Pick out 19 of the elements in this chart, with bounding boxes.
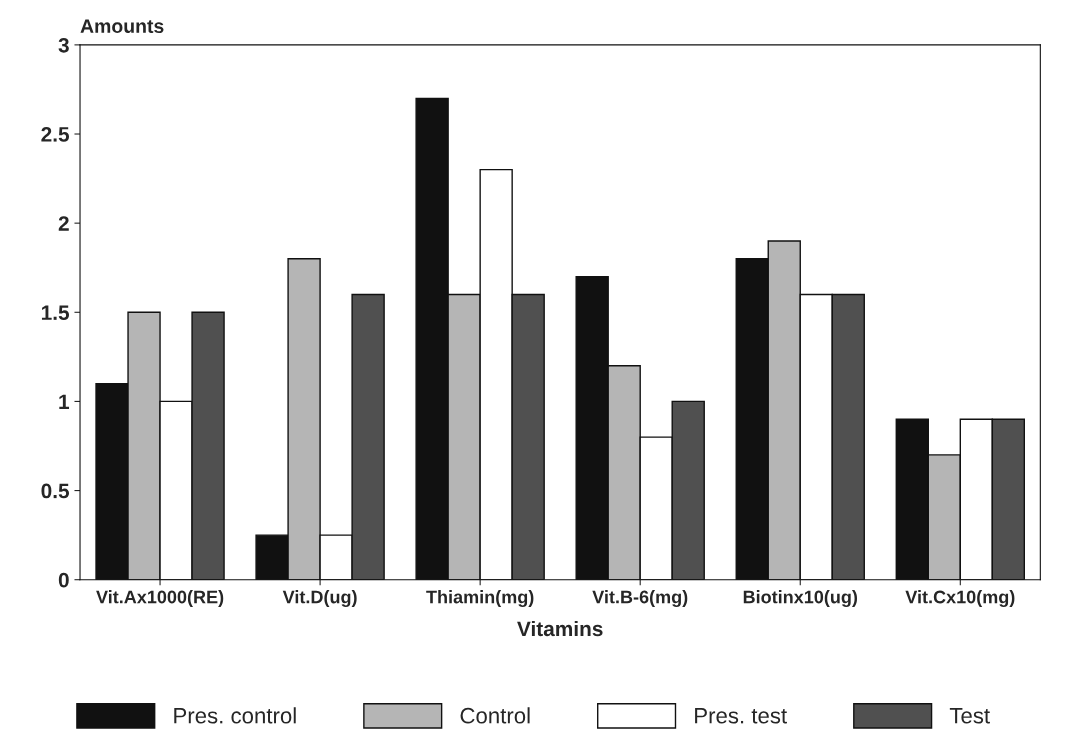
x-axis-title: Vitamins <box>517 620 603 637</box>
legend-label: Pres. control <box>174 707 296 724</box>
y-tick-label: 0.5 <box>41 483 70 499</box>
y-tick-label: 1.5 <box>41 305 70 321</box>
x-tick-label: Vit.D(ug) <box>282 590 357 608</box>
y-tick-label: 0 <box>58 572 69 588</box>
x-tick-label: Vit.Cx10(mg) <box>905 590 1015 608</box>
legend-label: Pres. test <box>695 708 787 724</box>
x-tick-label: Thiamin(mg) <box>426 590 534 608</box>
y-axis-title: Amounts <box>80 19 164 34</box>
x-tick-label: Biotinx10(ug) <box>743 590 858 608</box>
x-tick-label: Vit.B-6(mg) <box>592 590 688 608</box>
legend-label: Control <box>460 707 530 724</box>
y-tick-label: 2 <box>58 216 69 231</box>
x-tick-label: Vit.Ax1000(RE) <box>96 590 224 607</box>
legend-label: Test <box>949 708 990 724</box>
y-tick-label: 3 <box>58 37 69 53</box>
y-tick-label: 2.5 <box>41 127 70 142</box>
y-tick-label: 1 <box>59 394 70 409</box>
